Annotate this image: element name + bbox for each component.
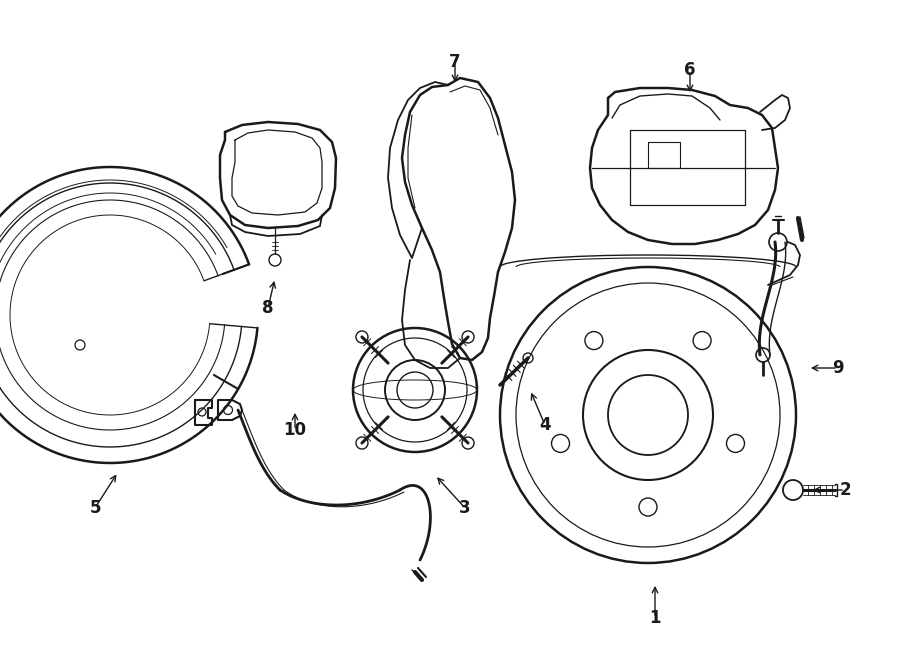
Text: 10: 10	[284, 421, 307, 439]
Text: 9: 9	[832, 359, 844, 377]
Text: 6: 6	[684, 61, 696, 79]
Text: 5: 5	[89, 499, 101, 517]
Text: 7: 7	[449, 53, 461, 71]
Text: 3: 3	[459, 499, 471, 517]
Text: 8: 8	[262, 299, 274, 317]
Text: 4: 4	[539, 416, 551, 434]
Text: 2: 2	[839, 481, 850, 499]
Text: 1: 1	[649, 609, 661, 627]
